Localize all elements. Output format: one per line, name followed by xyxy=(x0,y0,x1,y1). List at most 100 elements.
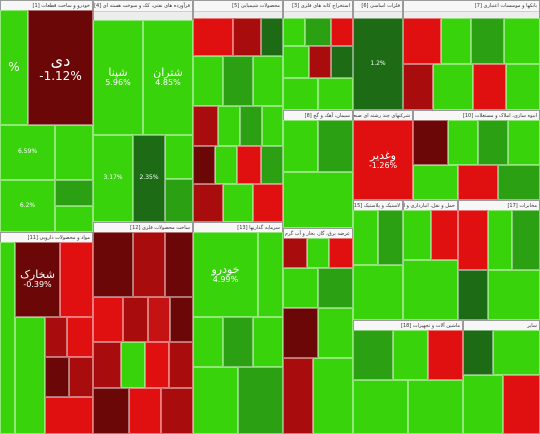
stock-tile[interactable] xyxy=(506,64,540,110)
stock-tile[interactable] xyxy=(223,317,253,367)
stock-tile[interactable] xyxy=(258,232,283,317)
stock-tile[interactable] xyxy=(133,232,165,297)
stock-tile-shepna[interactable]: شپنا 5.96% xyxy=(93,20,143,135)
stock-tile[interactable]: 6.2% xyxy=(0,180,55,232)
stock-tile[interactable] xyxy=(193,317,223,367)
stock-tile[interactable] xyxy=(215,146,237,184)
stock-tile[interactable] xyxy=(353,210,378,265)
stock-tile[interactable] xyxy=(261,146,283,184)
stock-tile[interactable] xyxy=(353,380,408,434)
stock-tile[interactable] xyxy=(93,388,129,434)
stock-tile[interactable] xyxy=(433,64,473,110)
stock-tile[interactable] xyxy=(408,380,463,434)
stock-tile[interactable] xyxy=(93,232,133,297)
stock-tile-shetran[interactable]: شتران 4.85% xyxy=(143,20,193,135)
stock-tile[interactable] xyxy=(283,172,353,228)
stock-tile[interactable] xyxy=(463,330,493,375)
stock-tile[interactable] xyxy=(503,375,540,434)
stock-tile[interactable] xyxy=(463,375,503,434)
stock-tile[interactable] xyxy=(129,388,161,434)
stock-tile[interactable] xyxy=(45,397,93,434)
stock-tile[interactable] xyxy=(45,317,67,357)
stock-tile[interactable] xyxy=(504,18,540,64)
stock-tile[interactable] xyxy=(313,358,353,434)
stock-tile[interactable] xyxy=(60,242,93,317)
stock-tile[interactable] xyxy=(223,56,253,106)
stock-tile[interactable] xyxy=(428,330,463,380)
stock-tile[interactable] xyxy=(307,238,329,268)
stock-tile[interactable] xyxy=(253,56,283,106)
stock-tile[interactable] xyxy=(93,342,121,388)
stock-tile[interactable] xyxy=(123,297,148,342)
stock-tile[interactable] xyxy=(240,106,262,146)
stock-tile[interactable] xyxy=(508,120,540,165)
stock-tile[interactable] xyxy=(55,125,93,180)
stock-tile[interactable] xyxy=(448,120,478,165)
stock-tile[interactable] xyxy=(378,210,403,265)
stock-tile-shkhark[interactable]: شخارک -0.39% xyxy=(15,242,60,317)
stock-tile[interactable] xyxy=(403,210,431,260)
stock-tile[interactable] xyxy=(498,165,540,200)
stock-tile[interactable] xyxy=(237,146,261,184)
stock-tile[interactable] xyxy=(331,46,353,78)
stock-tile[interactable] xyxy=(318,78,353,110)
stock-tile[interactable] xyxy=(318,308,353,358)
stock-tile[interactable] xyxy=(283,268,318,308)
stock-tile[interactable] xyxy=(403,18,441,64)
stock-tile[interactable] xyxy=(393,330,428,380)
stock-tile[interactable] xyxy=(441,18,471,64)
stock-tile[interactable] xyxy=(55,206,93,232)
stock-tile[interactable] xyxy=(331,18,353,46)
stock-tile[interactable] xyxy=(458,165,498,200)
stock-tile[interactable] xyxy=(238,367,283,434)
stock-tile[interactable] xyxy=(283,238,307,268)
stock-tile[interactable] xyxy=(403,260,458,320)
stock-tile[interactable] xyxy=(493,330,540,375)
stock-tile[interactable] xyxy=(170,297,193,342)
stock-tile[interactable] xyxy=(478,120,508,165)
stock-tile[interactable] xyxy=(161,388,193,434)
stock-tile[interactable] xyxy=(55,180,93,206)
stock-tile[interactable] xyxy=(253,317,283,367)
stock-tile[interactable] xyxy=(165,179,193,222)
stock-tile[interactable]: 2.35% xyxy=(133,135,165,222)
stock-tile[interactable] xyxy=(283,120,318,172)
stock-tile[interactable] xyxy=(283,358,313,434)
stock-tile-vghadir[interactable]: وغدیر -1.26% xyxy=(353,120,413,200)
stock-tile[interactable] xyxy=(69,357,93,397)
stock-tile[interactable]: 6.59% xyxy=(0,125,55,180)
stock-tile[interactable] xyxy=(193,367,238,434)
stock-tile[interactable] xyxy=(193,146,215,184)
stock-tile[interactable] xyxy=(488,270,540,320)
stock-tile[interactable] xyxy=(318,120,353,172)
stock-tile[interactable] xyxy=(121,342,145,388)
stock-tile[interactable] xyxy=(283,78,318,110)
stock-tile[interactable] xyxy=(283,308,318,358)
stock-tile[interactable] xyxy=(0,242,15,434)
stock-tile[interactable] xyxy=(283,46,309,78)
stock-tile[interactable] xyxy=(329,238,353,268)
stock-tile[interactable] xyxy=(253,184,283,222)
stock-tile[interactable] xyxy=(413,120,448,165)
stock-tile[interactable] xyxy=(305,18,331,46)
stock-tile[interactable] xyxy=(318,268,353,308)
stock-tile-khodro[interactable]: خودرو 4.99% xyxy=(193,232,258,317)
stock-tile[interactable] xyxy=(193,184,223,222)
stock-tile[interactable] xyxy=(193,106,218,146)
stock-tile[interactable] xyxy=(223,184,253,222)
stock-tile[interactable] xyxy=(261,18,283,56)
stock-tile[interactable] xyxy=(471,18,504,64)
stock-tile[interactable] xyxy=(233,18,261,56)
stock-tile[interactable] xyxy=(165,135,193,179)
stock-tile[interactable] xyxy=(193,56,223,106)
stock-tile[interactable] xyxy=(512,210,540,270)
stock-tile[interactable] xyxy=(403,64,433,110)
stock-tile-dey[interactable]: دی -1.12% xyxy=(28,10,93,125)
stock-tile[interactable] xyxy=(473,64,506,110)
stock-tile[interactable] xyxy=(488,210,512,270)
stock-tile[interactable]: 1.2% xyxy=(353,18,403,110)
stock-tile[interactable] xyxy=(413,165,458,200)
stock-tile[interactable] xyxy=(193,18,233,56)
stock-tile[interactable] xyxy=(165,232,193,297)
stock-tile[interactable] xyxy=(145,342,169,388)
